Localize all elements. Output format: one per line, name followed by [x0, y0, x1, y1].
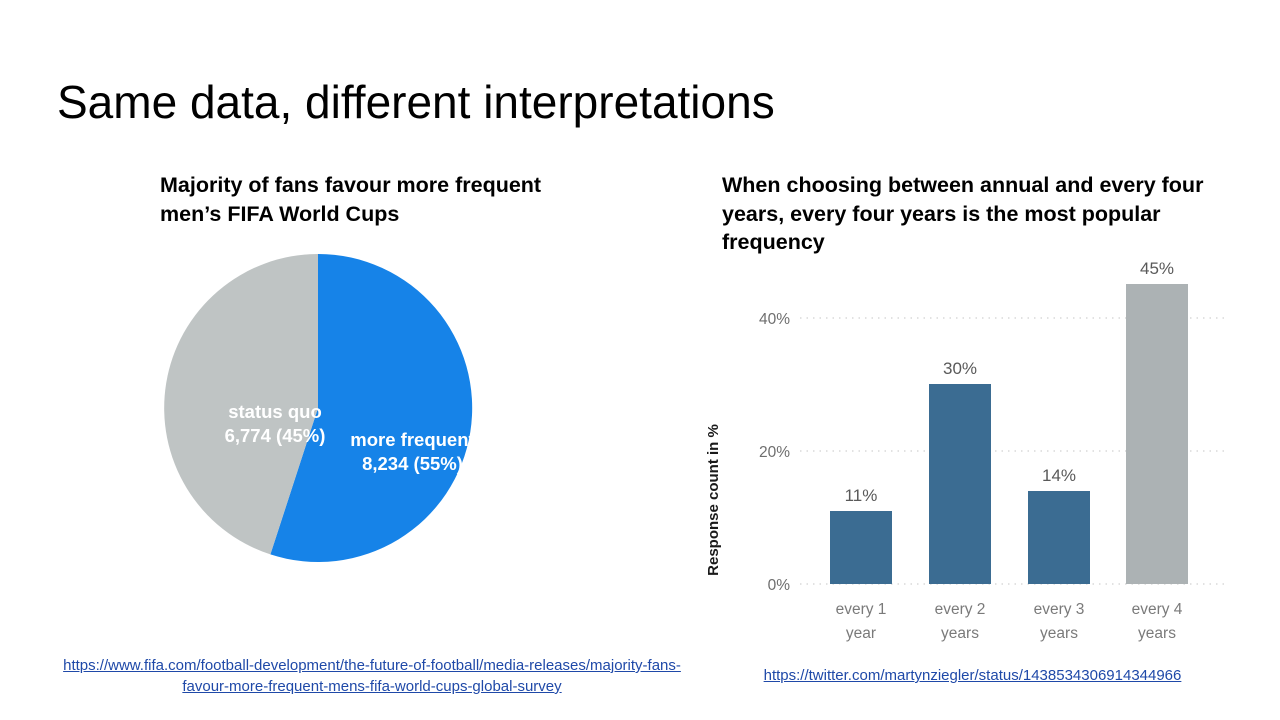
fifa-source-link[interactable]: https://www.fifa.com/football-developmen… — [63, 657, 681, 695]
bar-every-2-years[interactable] — [929, 384, 991, 584]
bar-value-every-4-years: 45% — [1140, 259, 1174, 278]
bar-value-every-1-year: 11% — [845, 486, 878, 505]
pie-label-status-quo-value: 6,774 (45%) — [224, 425, 326, 446]
bar-chart-heading: When choosing between annual and every f… — [722, 173, 1204, 254]
x-label-every-2-years-line2: years — [941, 625, 979, 642]
bar-chart-panel: When choosing between annual and every f… — [700, 160, 1245, 700]
pie-label-status-quo: status quo 6,774 (45%) — [200, 400, 350, 448]
x-label-every-4-years-line2: years — [1138, 625, 1176, 642]
bar-every-3-years[interactable] — [1028, 491, 1090, 584]
pie-label-more-frequent: more frequent 8,234 (55%) — [320, 428, 505, 476]
y-tick-0: 0% — [768, 577, 791, 594]
x-label-every-4-years-line1: every 4 — [1132, 601, 1183, 618]
pie-chart-panel: Majority of fans favour more frequent me… — [40, 160, 681, 700]
page-title: Same data, different interpretations — [57, 76, 775, 128]
bar-every-4-years[interactable] — [1126, 284, 1188, 584]
bar-every-1-year[interactable] — [830, 511, 892, 584]
bar-value-every-2-years: 30% — [943, 359, 977, 378]
pie-chart-svg — [164, 253, 473, 562]
pie-slice-more-frequent — [270, 253, 473, 562]
pie-slice-status-quo — [164, 254, 318, 555]
x-label-every-1-year-line1: every 1 — [836, 601, 887, 618]
bar-chart-svg: Response count in % 40% 20% 0% 11% 30% 1… — [705, 259, 1227, 642]
pie-chart-heading: Majority of fans favour more frequent me… — [160, 173, 542, 226]
twitter-source-link[interactable]: https://twitter.com/martynziegler/status… — [763, 667, 1182, 684]
y-tick-20: 20% — [759, 444, 790, 461]
x-label-every-3-years-line1: every 3 — [1034, 601, 1085, 618]
pie-label-more-frequent-name: more frequent — [350, 429, 475, 450]
x-label-every-3-years-line2: years — [1040, 625, 1078, 642]
bar-chart: Response count in % 40% 20% 0% 11% 30% 1… — [700, 250, 1245, 650]
y-axis-title: Response count in % — [705, 424, 722, 576]
pie-label-status-quo-name: status quo — [228, 401, 322, 422]
pie-label-more-frequent-value: 8,234 (55%) — [362, 453, 463, 474]
x-label-every-2-years-line1: every 2 — [935, 601, 986, 618]
bar-value-every-3-years: 14% — [1042, 466, 1076, 485]
x-label-every-1-year-line2: year — [846, 625, 876, 642]
y-tick-40: 40% — [759, 311, 790, 328]
pie-chart: status quo 6,774 (45%) more frequent 8,2… — [158, 248, 478, 568]
